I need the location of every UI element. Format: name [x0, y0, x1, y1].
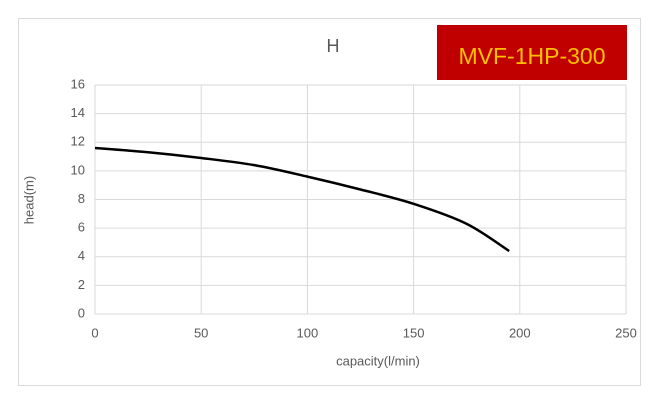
y-tick-label: 4: [78, 248, 85, 263]
y-tick-label: 2: [78, 277, 85, 292]
y-tick-label: 14: [71, 105, 85, 120]
x-tick-label: 100: [297, 325, 319, 340]
x-tick-label: 250: [615, 325, 637, 340]
chart-title: H: [327, 36, 340, 56]
y-axis-label: head(m): [21, 176, 36, 224]
y-tick-label: 0: [78, 305, 85, 320]
x-tick-label: 150: [403, 325, 425, 340]
x-axis-label: capacity(l/min): [336, 353, 420, 368]
y-tick-label: 10: [71, 162, 85, 177]
x-tick-label: 50: [194, 325, 208, 340]
x-tick-label: 0: [91, 325, 98, 340]
y-tick-label: 6: [78, 220, 85, 235]
annotation-box: [437, 25, 627, 80]
y-tick-label: 16: [71, 76, 85, 91]
annotation: MVF-1HP-300: [459, 43, 606, 69]
x-tick-label: 200: [509, 325, 531, 340]
data-line: [94, 146, 510, 253]
y-tick-label: 8: [78, 191, 85, 206]
y-tick-label: 12: [71, 134, 85, 149]
